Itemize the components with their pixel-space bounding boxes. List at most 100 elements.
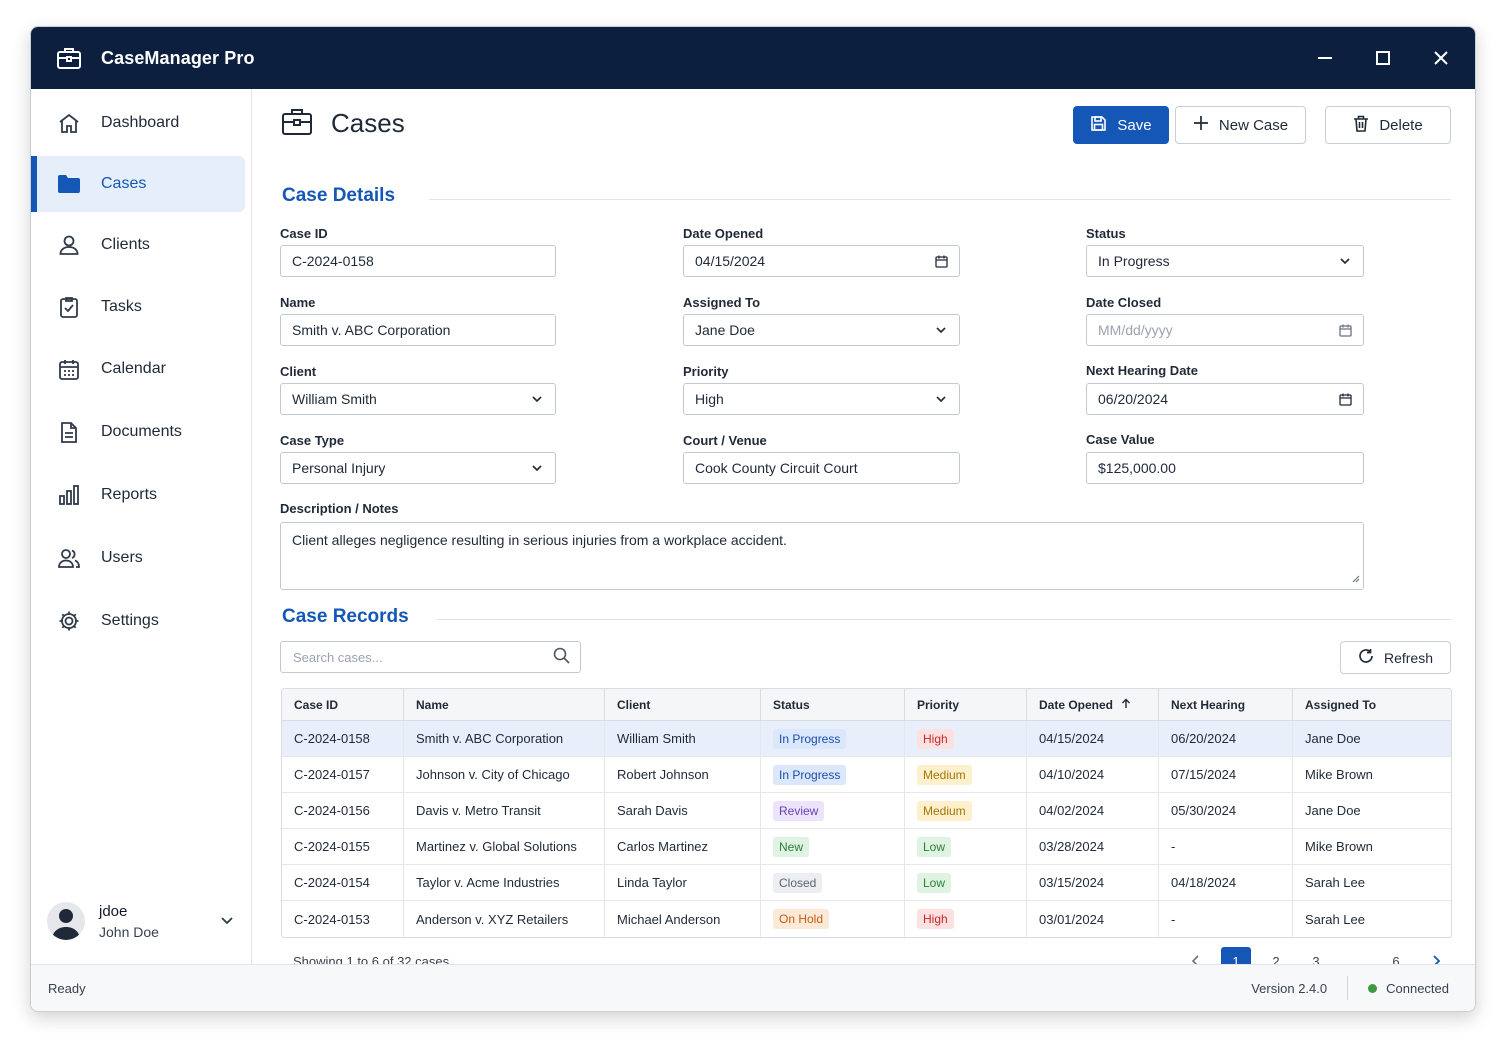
table-header: Case ID Name Client Status Priority Date… [282,689,1451,721]
new-case-button[interactable]: New Case [1175,106,1306,144]
sort-ascending-icon [1121,698,1131,712]
court-field[interactable]: Cook County Circuit Court [683,452,960,484]
refresh-button[interactable]: Refresh [1340,641,1451,674]
close-button[interactable] [1427,44,1455,72]
column-header-date-opened[interactable]: Date Opened [1027,689,1159,720]
sidebar-item-tasks[interactable]: Tasks [31,279,245,335]
case-value-field[interactable]: $125,000.00 [1086,452,1364,484]
chevron-down-icon [934,392,948,406]
table-row[interactable]: C-2024-0158 Smith v. ABC Corporation Willi… [282,721,1451,757]
chevron-down-icon [530,461,544,475]
sidebar-item-dashboard[interactable]: Dashboard [31,95,245,151]
page-button[interactable]: 2 [1272,953,1280,969]
sidebar-item-label: Dashboard [101,114,180,131]
cell-priority: Low [905,829,1027,864]
refresh-icon [1358,648,1374,667]
next-hearing-label: Next Hearing Date [1086,363,1198,378]
home-icon [57,111,81,135]
calendar-icon[interactable] [1338,323,1352,337]
version-text: Version 2.4.0 [1251,980,1328,996]
assigned-to-value: Jane Doe [695,322,755,338]
cell-assigned-to: Sarah Lee [1305,875,1365,890]
trash-icon [1353,115,1369,136]
table-body: C-2024-0158 Smith v. ABC Corporation Willi… [282,721,1451,937]
assigned-to-select[interactable]: Jane Doe [683,314,960,346]
save-button[interactable]: Save [1073,106,1169,144]
cell-status: Closed [761,865,905,900]
chevron-down-icon[interactable] [219,912,235,928]
sidebar-item-label: Settings [101,612,159,629]
next-hearing-field[interactable]: 06/20/2024 [1086,383,1364,415]
cell-next-hearing: 06/20/2024 [1159,721,1293,756]
description-textarea[interactable]: Client alleges negligence resulting in s… [280,522,1364,590]
table-row[interactable]: C-2024-0154 Taylor v. Acme Industries Lind… [282,865,1451,901]
cell-status: In Progress [761,757,905,792]
assigned-to-label: Assigned To [683,295,761,310]
column-header-assigned-to[interactable]: Assigned To [1305,697,1377,712]
search-icon[interactable] [553,647,570,667]
page-button[interactable]: 3 [1312,953,1320,969]
search-input[interactable]: Search cases... [280,641,581,673]
username: jdoe [99,902,128,920]
minimize-button[interactable] [1311,44,1339,72]
cell-client: Linda Taylor [605,865,761,900]
resize-handle-icon[interactable] [1350,570,1360,586]
column-header-priority[interactable]: Priority [905,689,1027,720]
page-title: Cases [331,108,405,138]
avatar-person-icon [52,909,80,940]
date-closed-field[interactable]: MM/dd/yyyy [1086,314,1364,346]
calendar-icon [57,357,81,381]
name-field[interactable]: Smith v. ABC Corporation [280,314,556,346]
column-header-next-hearing[interactable]: Next Hearing [1159,689,1293,720]
table-row[interactable]: C-2024-0155 Martinez v. Global Solutions C… [282,829,1451,865]
cell-assigned-to: Jane Doe [1305,803,1361,818]
client-label: Client [280,364,317,379]
table-row[interactable]: C-2024-0153 Anderson v. XYZ Retailers Mich… [282,901,1451,937]
status-label: Status [1086,226,1126,241]
status-select[interactable]: In Progress [1086,245,1364,277]
column-header-name[interactable]: Name [404,689,605,720]
column-header-case-id[interactable]: Case ID [282,689,404,720]
column-header-status[interactable]: Status [761,689,905,720]
cell-status: Review [761,793,905,828]
chevron-down-icon [934,323,948,337]
priority-badge: Low [917,836,952,857]
cell-date-opened: 04/10/2024 [1027,757,1159,792]
maximize-icon [1376,51,1390,65]
case-type-select[interactable]: Personal Injury [280,452,556,484]
date-opened-field[interactable]: 04/15/2024 [683,245,960,277]
sidebar-item-documents[interactable]: Documents [31,404,245,460]
sidebar-item-calendar[interactable]: Calendar [31,341,245,397]
name-label: Name [280,295,316,310]
cell-assigned-to: Sarah Lee [1305,911,1365,927]
table-row[interactable]: C-2024-0156 Davis v. Metro Transit Sarah D… [282,793,1451,829]
calendar-icon[interactable] [1338,392,1352,406]
cell-assigned-to: Jane Doe [1305,731,1361,746]
maximize-button[interactable] [1369,44,1397,72]
date-opened-label: Date Opened [683,226,764,241]
delete-button[interactable]: Delete [1325,106,1451,144]
column-header-client[interactable]: Client [605,689,761,720]
table-row[interactable]: C-2024-0157 Johnson v. City of Chicago Rob… [282,757,1451,793]
cell-priority: Medium [905,793,1027,828]
sidebar-item-reports[interactable]: Reports [31,467,245,523]
client-select[interactable]: William Smith [280,383,556,415]
cell-status: On Hold [761,901,905,937]
case-records-heading: Case Records [282,606,409,627]
user-profile[interactable]: jdoe John Doe [47,896,243,946]
case-value-label: Case Value [1086,432,1155,447]
page-button[interactable]: 6 [1392,953,1400,969]
sidebar-item-clients[interactable]: Clients [31,217,245,273]
priority-badge: Medium [917,764,972,785]
calendar-icon[interactable] [934,254,948,268]
case-type-value: Personal Injury [292,460,386,476]
sidebar-item-settings[interactable]: Settings [31,593,245,649]
priority-badge: High [917,909,954,929]
sidebar-item-users[interactable]: Users [31,530,245,586]
sidebar-item-cases[interactable]: Cases [31,156,245,212]
case-id-field[interactable]: C-2024-0158 [280,245,556,277]
date-closed-placeholder: MM/dd/yyyy [1098,322,1173,338]
sidebar-item-label: Calendar [101,360,166,377]
chevron-down-icon [530,392,544,406]
priority-select[interactable]: High [683,383,960,415]
